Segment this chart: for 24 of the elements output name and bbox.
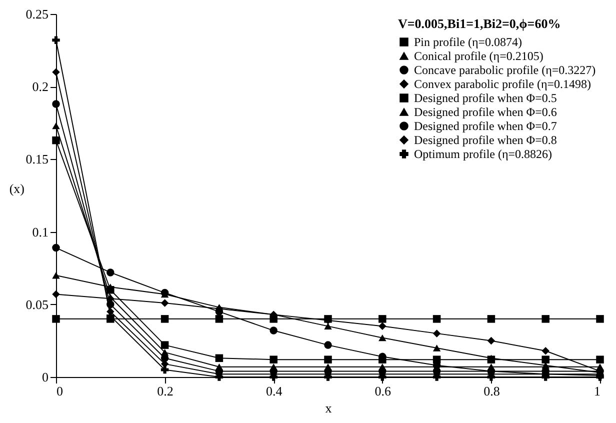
- legend-label: Concave parabolic profile (η=0.3227): [414, 63, 596, 77]
- x-tick-label: 0: [56, 384, 63, 398]
- y-tick-label: 0: [42, 370, 48, 384]
- legend-label: Pin profile (η=0.0874): [414, 35, 522, 49]
- x-tick-label: 1: [594, 384, 600, 398]
- legend-label: Designed profile when Φ=0.7: [414, 119, 557, 133]
- legend-label: Conical profile (η=0.2105): [414, 49, 544, 63]
- y-tick-label: 0.05: [26, 296, 48, 312]
- y-tick-label: 0.1: [32, 224, 48, 240]
- x-tick-label: 0.2: [157, 384, 174, 398]
- y-tick-label: 0.25: [26, 6, 48, 22]
- legend-label: Designed profile when Φ=0.8: [414, 133, 557, 147]
- y-axis-title: (x): [9, 181, 24, 196]
- y-tick-label: 0.15: [26, 152, 48, 167]
- x-axis-title: x: [325, 400, 332, 416]
- x-tick-label: 0.4: [266, 384, 283, 398]
- x-tick-label: 0.6: [374, 384, 392, 398]
- legend-label: Designed profile when Φ=0.6: [414, 105, 557, 119]
- legend-label: Designed profile when Φ=0.5: [414, 91, 557, 105]
- legend-title: V=0.005,Bi1=1,Bi2=0,ϕ=60%: [398, 16, 561, 31]
- y-tick-label: 0.2: [32, 79, 48, 94]
- x-tick-label: 0.8: [484, 384, 500, 398]
- legend-label: Optimum profile (η=0.8826): [414, 147, 552, 161]
- legend-label: Convex parabolic profile (η=0.1498): [414, 77, 591, 91]
